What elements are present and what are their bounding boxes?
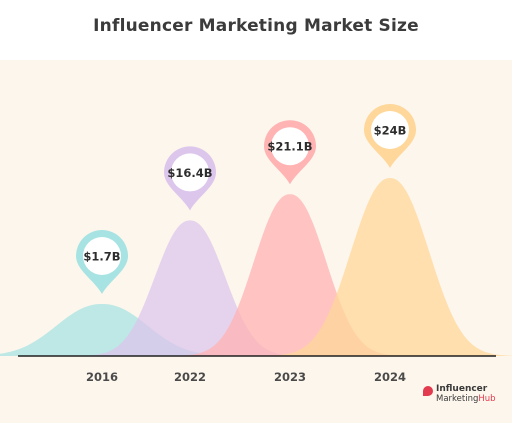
brand-pin-icon [423,386,433,396]
value-pin-2016: $1.7B [76,230,128,294]
pin-inner-2022 [171,153,209,192]
pin-inner-2016 [83,237,121,275]
brand-name-hub: Hub [478,394,496,404]
value-label-2022: $16.4B [167,166,212,180]
chart-title: Influencer Marketing Market Size [93,16,419,36]
pin-inner-2023 [271,127,309,166]
value-label-2023: $21.1B [267,140,312,154]
brand-name-line2: MarketingHub [436,394,496,405]
area-2022 [54,220,326,356]
value-pin-2024: $24B [364,103,417,168]
x-tick-label-2022: 2022 [174,370,206,384]
x-tick-label-2016: 2016 [86,370,118,384]
value-label-2016: $1.7B [83,250,120,264]
value-label-2024: $24B [374,124,407,138]
x-tick-label-2024: 2024 [374,370,406,384]
brand-name-line1: Influencer [436,384,488,394]
brand-name-marketing: Marketing [436,394,479,404]
area-2023 [150,194,430,356]
area-2024 [238,178,512,356]
x-tick-label-2023: 2023 [274,370,306,384]
value-pin-2023: $21.1B [264,120,316,185]
pin-inner-2024 [371,111,409,149]
value-pin-2022: $16.4B [164,146,216,211]
